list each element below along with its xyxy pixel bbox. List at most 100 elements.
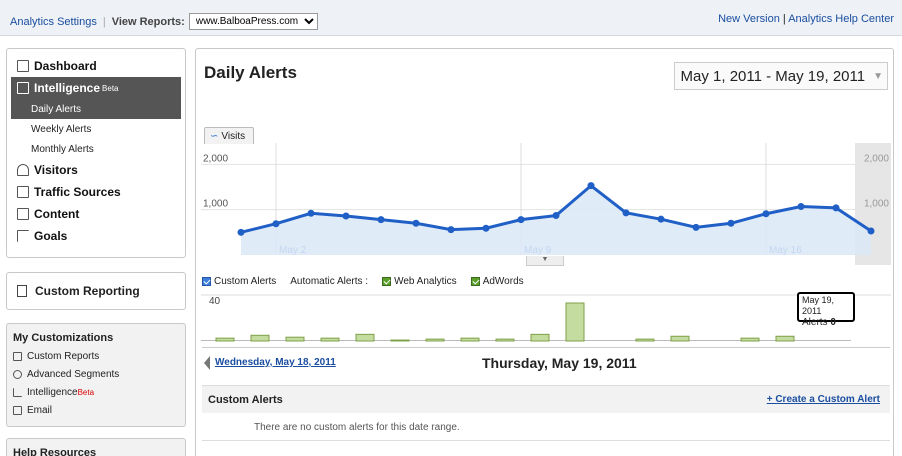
nav-label: Content	[34, 207, 80, 221]
help-resources-title: Help Resources	[13, 447, 97, 456]
main-panel: Daily Alerts May 1, 2011 - May 19, 2011 …	[195, 48, 894, 456]
alert-bar	[390, 339, 410, 342]
y-tick-label: 1,000	[203, 199, 228, 210]
visits-point	[832, 204, 840, 212]
link-label: Email	[27, 405, 53, 416]
visits-point	[762, 210, 770, 218]
visits-point	[272, 220, 280, 228]
alerts-bar-chart: 40	[201, 294, 891, 342]
new-version-link[interactable]: New Version	[718, 13, 780, 25]
day-navigation: Wednesday, May 18, 2011 Thursday, May 19…	[202, 347, 890, 377]
chevron-down-icon: ▼	[873, 70, 883, 82]
visits-point	[447, 226, 455, 234]
tooltip-value: 0	[830, 317, 836, 328]
adwords-checkbox[interactable]	[470, 277, 480, 286]
empty-alerts-message: There are no custom alerts for this date…	[202, 415, 890, 441]
nav-label: Intelligence	[34, 81, 101, 95]
web-analytics-label: Web Analytics	[394, 276, 457, 287]
page-title: Daily Alerts	[204, 63, 297, 82]
nav-visitors[interactable]: Visitors	[11, 159, 181, 181]
date-range-value: May 1, 2011 - May 19, 2011	[680, 67, 866, 85]
visits-point	[727, 219, 735, 227]
visits-point	[587, 182, 595, 190]
intelligence-link[interactable]: Intelligence Beta	[13, 387, 179, 398]
visits-point	[867, 227, 875, 235]
email-icon	[13, 406, 22, 415]
visits-point	[412, 219, 420, 227]
link-label: Intelligence	[27, 387, 78, 398]
link-label: Advanced Segments	[27, 369, 120, 380]
tooltip-label: Alerts	[802, 317, 828, 328]
nav-goals[interactable]: Goals	[11, 225, 181, 247]
nav-content[interactable]: Content	[11, 203, 181, 225]
visits-point	[377, 216, 385, 224]
custom-reports-link[interactable]: Custom Reports	[13, 351, 179, 362]
tooltip-alerts: Alerts 0	[802, 317, 850, 328]
nav-monthly-alerts[interactable]: Monthly Alerts	[31, 143, 94, 155]
sidebar-nav: Dashboard Intelligence Beta Daily Alerts…	[6, 48, 186, 258]
sparkline-icon: ∽	[210, 130, 219, 142]
alert-bar	[495, 338, 515, 342]
alert-bar	[425, 338, 445, 342]
intelligence-icon	[17, 82, 29, 94]
link-label: Custom Reports	[27, 351, 100, 362]
nav-traffic-sources[interactable]: Traffic Sources	[11, 181, 181, 203]
alert-bar	[740, 337, 760, 342]
date-range-picker[interactable]: May 1, 2011 - May 19, 2011 ▼	[673, 62, 888, 90]
alert-bar	[320, 337, 340, 342]
visits-point	[517, 216, 525, 224]
nav-label: Traffic Sources	[34, 185, 121, 199]
create-custom-alert-link[interactable]: + Create a Custom Alert	[766, 394, 880, 405]
nav-label: Visitors	[34, 163, 78, 177]
nav-daily-alerts[interactable]: Daily Alerts	[11, 99, 181, 119]
nav-label: Dashboard	[34, 59, 97, 73]
alert-filters: Custom Alerts Automatic Alerts : Web Ana…	[202, 276, 524, 287]
beta-badge: Beta	[77, 388, 95, 397]
segments-icon	[13, 370, 22, 379]
nav-intelligence[interactable]: Intelligence Beta	[11, 77, 181, 99]
visitors-icon	[17, 164, 29, 176]
tab-visits[interactable]: ∽ Visits	[204, 127, 254, 144]
beta-badge: Beta	[102, 83, 119, 93]
current-day-title: Thursday, May 19, 2011	[482, 354, 637, 371]
dashboard-icon	[17, 60, 29, 72]
adwords-label: AdWords	[482, 276, 524, 287]
separator: |	[102, 15, 106, 28]
nav-dashboard[interactable]: Dashboard	[11, 55, 181, 77]
previous-day-link[interactable]: Wednesday, May 18, 2011	[215, 357, 336, 368]
email-link[interactable]: Email	[13, 405, 179, 416]
alert-bar	[285, 336, 305, 342]
tab-label: Visits	[221, 130, 246, 142]
my-customizations-panel: My Customizations Custom Reports Advance…	[6, 323, 186, 427]
section-title: Custom Alerts	[208, 393, 283, 406]
analytics-settings-link[interactable]: Analytics Settings	[10, 15, 97, 28]
nav-label: Goals	[34, 229, 68, 243]
alert-bar	[460, 337, 480, 342]
report-icon	[13, 352, 22, 361]
previous-day-icon[interactable]	[204, 355, 210, 370]
visits-point	[552, 212, 560, 220]
advanced-segments-link[interactable]: Advanced Segments	[13, 369, 179, 380]
alert-bar	[355, 333, 375, 342]
visits-point	[797, 202, 805, 210]
collapse-chart-toggle[interactable]: ▼	[526, 256, 564, 266]
nav-weekly-alerts[interactable]: Weekly Alerts	[31, 123, 92, 135]
content-icon	[17, 208, 29, 220]
my-customizations-title: My Customizations	[13, 332, 114, 344]
traffic-icon	[17, 186, 29, 198]
intelligence-icon	[13, 388, 22, 397]
custom-reporting-button[interactable]: Custom Reporting	[6, 272, 186, 310]
visits-point	[342, 212, 350, 220]
report-icon	[17, 285, 27, 297]
y-tick-label-right: 1,000	[864, 199, 889, 210]
visits-point	[307, 209, 315, 217]
visits-point	[622, 209, 630, 217]
custom-alerts-checkbox[interactable]	[202, 277, 211, 286]
profile-select[interactable]: www.BalboaPress.com	[188, 13, 318, 30]
visits-point	[482, 224, 490, 232]
web-analytics-checkbox[interactable]	[382, 277, 392, 286]
separator: |	[782, 13, 786, 25]
help-center-link[interactable]: Analytics Help Center	[788, 13, 894, 25]
help-resources-panel: Help Resources	[6, 438, 186, 456]
